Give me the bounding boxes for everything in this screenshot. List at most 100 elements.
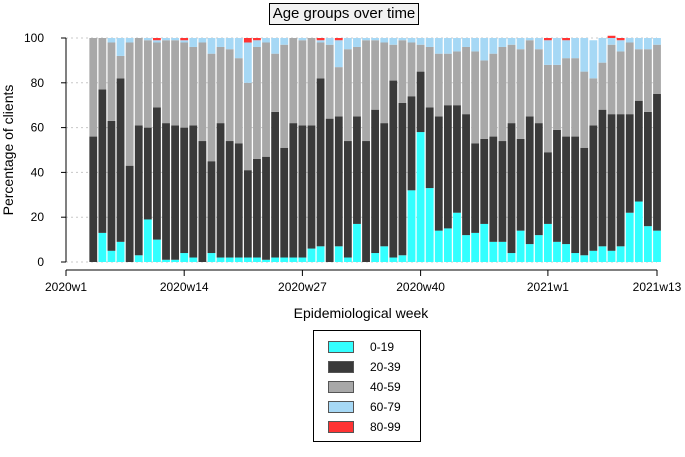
bar-segment-20-39	[89, 136, 98, 262]
bar-segment-40-59	[489, 53, 498, 137]
bar-segment-60-79	[607, 38, 616, 45]
bar-segment-60-79	[589, 40, 598, 79]
chart-title: Age groups over time	[269, 3, 419, 25]
bar-segment-0-19	[398, 255, 407, 262]
bar-segment-40-59	[343, 49, 352, 142]
bar-segment-0-19	[416, 132, 425, 262]
bar-segment-0-19	[480, 223, 489, 262]
bar-segment-40-59	[271, 53, 280, 112]
bar-segment-40-59	[625, 42, 634, 115]
bar-segment-40-59	[480, 60, 489, 139]
bar-segment-0-19	[616, 246, 625, 262]
bar-segment-0-19	[271, 257, 280, 262]
bar-segment-40-59	[362, 40, 370, 142]
bar-segment-20-39	[107, 120, 116, 251]
bar-segment-60-79	[507, 38, 516, 45]
bar-segment-60-79	[371, 38, 380, 41]
bar-segment-0-19	[98, 232, 107, 262]
bar-segment-60-79	[253, 40, 261, 47]
bar-segment-40-59	[616, 51, 625, 115]
bar-segment-40-59	[580, 71, 589, 148]
legend-label: 0-19	[370, 340, 395, 354]
bar-segment-20-39	[534, 123, 543, 236]
bar-segment-60-79	[153, 40, 161, 43]
bar-segment-40-59	[262, 42, 270, 157]
bar-segment-60-79	[462, 38, 470, 47]
bar-segment-20-39	[471, 143, 480, 233]
bar-segment-40-59	[389, 44, 398, 81]
bar-segment-20-39	[507, 123, 516, 254]
bar-segment-0-19	[289, 257, 298, 262]
bar-segment-0-19	[207, 253, 216, 262]
bar-segment-40-59	[462, 46, 470, 115]
bar-segment-20-39	[516, 138, 525, 231]
bar-segment-80-99	[243, 38, 252, 43]
bar-segment-20-39	[580, 147, 589, 256]
bar-segment-40-59	[516, 49, 525, 139]
bar-segment-20-39	[380, 123, 389, 247]
bar-segment-60-79	[280, 38, 289, 45]
bar-segment-20-39	[607, 114, 616, 251]
bar-segment-20-39	[243, 170, 252, 258]
bar-segment-60-79	[380, 38, 389, 43]
bar-segment-0-19	[262, 259, 270, 262]
bar-segment-20-39	[389, 80, 398, 258]
bar-segment-40-59	[225, 49, 234, 142]
bar-segment-0-19	[462, 235, 470, 262]
legend-label: 60-79	[370, 400, 401, 414]
bar-segment-20-39	[425, 107, 434, 189]
bar-segment-20-39	[462, 114, 470, 236]
bar-segment-40-59	[216, 46, 225, 124]
bar-segment-40-59	[643, 49, 652, 112]
bar-segment-0-19	[443, 228, 452, 262]
bar-segment-60-79	[425, 38, 434, 47]
bar-segment-60-79	[498, 38, 507, 47]
bar-segment-60-79	[189, 38, 198, 47]
bar-segment-60-79	[416, 38, 425, 45]
bar-segment-40-59	[425, 46, 434, 108]
legend-swatch	[328, 421, 354, 433]
bar-segment-60-79	[525, 38, 534, 41]
bar-segment-0-19	[316, 246, 325, 262]
grid-lines	[66, 37, 657, 263]
bar-segment-20-39	[234, 143, 243, 258]
bar-segment-40-59	[353, 46, 361, 117]
bar-segment-60-79	[343, 38, 352, 50]
legend-label: 20-39	[370, 360, 401, 374]
bar-segment-0-19	[562, 244, 570, 262]
bar-segment-80-99	[543, 38, 552, 41]
bar-segment-20-39	[443, 105, 452, 229]
bar-segment-40-59	[89, 38, 98, 137]
bar-segment-40-59	[398, 40, 407, 103]
bar-segment-60-79	[471, 38, 480, 52]
bar-segment-60-79	[325, 38, 334, 45]
bar-segment-0-19	[307, 248, 316, 262]
bar-segment-60-79	[389, 38, 398, 45]
bar-segment-20-39	[489, 136, 498, 242]
y-tick-label: 80	[31, 76, 45, 90]
bar-segment-40-59	[562, 58, 570, 137]
bar-segment-0-19	[234, 257, 243, 262]
bar-segment-20-39	[562, 136, 570, 245]
y-tick-label: 60	[31, 121, 45, 135]
bar-segment-0-19	[107, 250, 116, 262]
bar-segment-60-79	[562, 40, 570, 59]
y-tick-label: 0	[37, 255, 44, 269]
bar-segment-40-59	[653, 44, 661, 94]
x-tick-label: 2021w13	[633, 280, 682, 294]
bar-segment-60-79	[453, 38, 461, 52]
bar-segment-0-19	[371, 253, 380, 262]
bar-segment-60-79	[643, 38, 652, 50]
bar-segment-40-59	[525, 40, 534, 117]
x-tick-label: 2020w40	[396, 280, 445, 294]
bar-segment-0-19	[353, 223, 361, 262]
bar-segment-0-19	[216, 257, 225, 262]
bar-segment-60-79	[534, 38, 543, 50]
bar-segment-40-59	[598, 62, 607, 110]
bar-segment-40-59	[298, 40, 307, 126]
bar-segment-20-39	[325, 118, 334, 262]
bar-segment-40-59	[471, 51, 480, 144]
bar-segment-0-19	[162, 259, 170, 262]
bar-segment-60-79	[571, 38, 580, 59]
bar-segment-40-59	[434, 53, 443, 117]
